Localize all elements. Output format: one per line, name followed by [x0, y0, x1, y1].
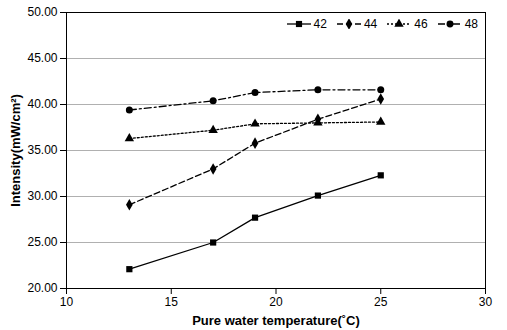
svg-text:20: 20: [269, 295, 283, 309]
svg-text:15: 15: [165, 295, 179, 309]
svg-text:30.00: 30.00: [27, 189, 57, 203]
html-text:42: 42: [313, 17, 327, 31]
svg-text:20.00: 20.00: [27, 281, 57, 295]
svg-text:10: 10: [60, 295, 74, 309]
html-text:48: 48: [464, 17, 478, 31]
svg-text:45.00: 45.00: [27, 51, 57, 65]
svg-text:Pure water temperature(˚C): Pure water temperature(˚C): [192, 313, 360, 328]
svg-text:Intensity(mW/cm²): Intensity(mW/cm²): [8, 94, 23, 207]
svg-text:35.00: 35.00: [27, 143, 57, 157]
html-text:44: 44: [363, 17, 378, 31]
svg-text:30: 30: [479, 295, 493, 309]
svg-text:25.00: 25.00: [27, 235, 57, 249]
svg-text:40.00: 40.00: [27, 97, 57, 111]
svg-text:50.00: 50.00: [27, 5, 57, 19]
html-text:46: 46: [414, 17, 428, 31]
svg-text:25: 25: [374, 295, 388, 309]
